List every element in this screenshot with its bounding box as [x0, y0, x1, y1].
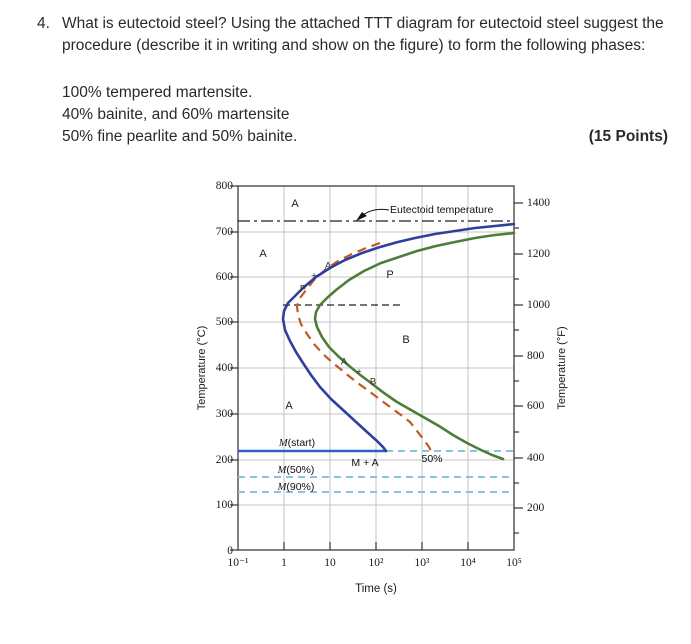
yl-tick-200: 200: [215, 454, 233, 466]
x-tick-10: 10: [324, 557, 336, 569]
x-tick-100000: 10⁵: [506, 557, 522, 569]
region-a-top: A: [291, 198, 299, 210]
yl-tick-100: 100: [215, 499, 233, 511]
points-badge: (15 Points): [588, 128, 668, 145]
lower-curve-label-plus: +: [356, 366, 362, 378]
m-start-label: M(start): [279, 437, 315, 449]
yr-tick-400: 400: [527, 452, 545, 464]
yr-tick-1400: 1400: [527, 197, 550, 209]
question-line-1: What is eutectoid steel? Using the attac…: [62, 15, 664, 32]
eutectoid-label: Eutectoid temperature: [390, 204, 494, 216]
x-tick-1: 1: [281, 557, 287, 569]
upper-curve-label-a: A: [324, 260, 332, 272]
yr-tick-1200: 1200: [527, 248, 550, 260]
m-50-label: M(50%): [278, 464, 315, 476]
m-90-label-m: M: [277, 482, 287, 493]
m-start-label-m: M: [278, 438, 288, 449]
gridlines: [238, 186, 514, 550]
yr-tick-800: 800: [527, 350, 545, 362]
yl-tick-600: 600: [215, 271, 233, 283]
y-left-axis-title: Temperature (°C): [196, 325, 208, 411]
region-a-bottom: A: [285, 400, 293, 412]
m-50-label-rest: (50%): [286, 464, 315, 476]
m-90-label: M(90%): [278, 481, 315, 493]
yl-tick-700: 700: [215, 226, 233, 238]
lower-curve-label-b: B: [369, 376, 377, 388]
start-curve: [281, 222, 516, 453]
m-start-label-rest: (start): [287, 437, 316, 449]
x-tick-0.1: 10⁻¹: [227, 557, 249, 569]
m-50-label-m: M: [277, 465, 287, 476]
fifty-percent-label: 50%: [421, 453, 443, 465]
end-curve: [313, 231, 516, 461]
eutectoid-arrow: [356, 208, 390, 221]
region-a-left: A: [259, 248, 267, 260]
m-dashed-lines: [238, 450, 514, 493]
phase-item-2: 40% bainite, and 60% martensite: [62, 106, 290, 123]
x-axis-title: Time (s): [355, 583, 397, 595]
yl-tick-800: 800: [215, 180, 233, 192]
yr-tick-200: 200: [527, 502, 545, 514]
yl-tick-500: 500: [215, 316, 233, 328]
yl-tick-400: 400: [215, 362, 233, 374]
right-axis-ticks: [514, 202, 523, 534]
x-tick-100: 10²: [368, 557, 384, 569]
m-plus-a-label: M + A: [351, 457, 379, 469]
phase-item-3: 50% fine pearlite and 50% bainite.: [62, 128, 298, 145]
bottom-axis-ticks: [283, 542, 469, 550]
left-axis-ticks: [230, 185, 238, 551]
upper-curve-label-plus: +: [311, 270, 317, 282]
region-p-right: P: [386, 269, 394, 281]
m-90-label-rest: (90%): [286, 481, 315, 493]
x-tick-1000: 10³: [414, 557, 430, 569]
y-right-axis-title: Temperature (°F): [556, 326, 568, 410]
yl-tick-0: 0: [227, 545, 233, 557]
yr-tick-1000: 1000: [527, 299, 550, 311]
region-b-right: B: [402, 334, 410, 346]
yl-tick-300: 300: [215, 408, 233, 420]
lower-curve-label-a: A: [340, 356, 348, 368]
yr-tick-600: 600: [527, 400, 545, 412]
upper-curve-label-p: P: [299, 283, 307, 295]
x-tick-10000: 10⁴: [460, 557, 476, 569]
phase-item-1: 100% tempered martensite.: [62, 84, 253, 101]
question-line-2: procedure (describe it in writing and sh…: [62, 37, 646, 54]
question-number: 4.: [37, 15, 50, 32]
